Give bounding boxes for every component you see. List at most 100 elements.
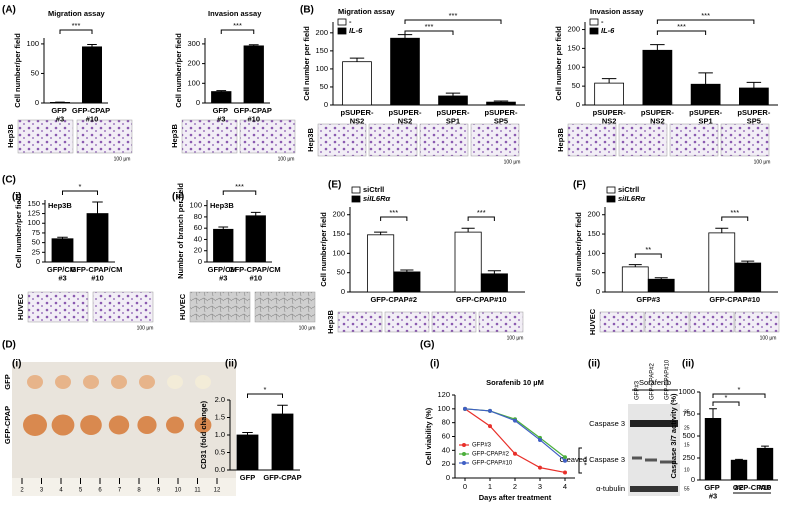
point [488, 408, 492, 413]
bar [642, 49, 673, 106]
y-tick-label: 500 [682, 431, 695, 440]
band-label: α-tubulin [596, 484, 625, 493]
tumor [137, 416, 157, 434]
chart-title: Invasion assay [208, 9, 262, 18]
ruler-label: 8 [137, 488, 141, 494]
y-tick-label: 0 [446, 473, 450, 482]
blot-title: Sorafenib [639, 378, 671, 387]
micrograph [181, 119, 238, 154]
y-tick-label: 300 [187, 39, 200, 48]
bar [390, 37, 420, 106]
micrograph [720, 123, 770, 157]
legend-swatch [337, 18, 347, 26]
ruler-label: 4 [59, 488, 63, 494]
bar [621, 266, 649, 293]
micrograph [644, 311, 690, 333]
mw-marker: 10 [684, 467, 690, 473]
micrograph [384, 311, 430, 333]
panel-label: (D) [2, 340, 16, 351]
y-tick-label: 0.5 [215, 447, 225, 456]
error-bar [493, 100, 509, 103]
tumor-row-label: GFP [3, 374, 12, 389]
y-tick-label: 0 [196, 98, 200, 107]
y-tick-label: 150 [587, 229, 600, 238]
bar [271, 413, 294, 471]
point [463, 406, 467, 411]
y-tick-label: 100 [437, 404, 450, 413]
y-tick-label: 25 [32, 247, 40, 256]
y-tick-label: 100 [27, 218, 40, 227]
significance: *** [701, 11, 710, 20]
micrograph [419, 123, 469, 157]
bar [708, 232, 736, 293]
x-tick-label: 0 [463, 482, 467, 491]
significance: *** [730, 208, 739, 217]
y-tick-label: 100 [26, 39, 39, 48]
cell-line-label: Hep3B [210, 201, 234, 210]
ruler-label: 2 [20, 488, 24, 494]
tumor-row-label: GFP-CPAP [3, 406, 12, 444]
panel-label: (A) [2, 5, 16, 16]
x-tick-label: 4 [563, 482, 567, 491]
bar [730, 459, 748, 481]
ruler-label: 3 [40, 488, 44, 494]
bar [393, 271, 421, 293]
micrograph [254, 291, 316, 323]
panel-label: (i) [430, 359, 439, 370]
y-tick-label: 100 [332, 248, 345, 257]
y-tick-label: 250 [682, 453, 695, 462]
ruler-label: 11 [194, 488, 201, 494]
error-bar [400, 269, 414, 272]
x-tick-label: GFP/CM #3 [47, 265, 78, 282]
scale-bar-label: 100 µm [760, 335, 777, 341]
x-tick-label: GFP-CPAP #10 [72, 106, 112, 123]
panel-label: (E) [328, 180, 341, 191]
tumor [166, 416, 184, 434]
point [513, 451, 517, 456]
ruler-label: 9 [157, 488, 161, 494]
error-bar [461, 227, 475, 233]
error-bar [654, 277, 668, 280]
y-tick-label: 0 [341, 287, 345, 296]
x-tick-label: GFP-CPAP#10 [456, 295, 507, 304]
cell-line-label: Hep3B [326, 310, 335, 334]
x-tick-label: #2 [735, 483, 743, 492]
legend-label: GFP-CPAP#2 [472, 452, 510, 458]
y-tick-label: 1000 [678, 387, 695, 396]
y-axis-label: Caspase 3/7 activity (%) [669, 393, 678, 479]
error-bar [715, 227, 729, 233]
point [488, 424, 492, 429]
y-tick-label: 125 [27, 209, 40, 218]
x-tick-label: GFP-CPAP #10 [234, 106, 274, 123]
bracket [247, 393, 283, 398]
y-axis-label: Cell number/per field [174, 33, 183, 108]
error-bar [248, 44, 259, 46]
lane-label: GFP#3 [635, 380, 641, 400]
y-axis-label: Cell number per field [554, 26, 563, 101]
y-tick-label: 50 [320, 82, 328, 91]
x-tick-label: pSUPER-SP1 [689, 108, 722, 125]
y-tick-label: 60 [442, 431, 450, 440]
y-tick-label: 80 [194, 212, 202, 221]
y-tick-label: 0 [596, 287, 600, 296]
y-tick-label: 50 [32, 238, 40, 247]
x-tick-label: GFP/CM #3 [208, 265, 239, 282]
mw-marker: 15 [684, 442, 690, 448]
panel-label: (i) [12, 192, 21, 203]
error-bar [445, 92, 461, 96]
legend-label: siIL6Rα [363, 194, 391, 203]
bracket [62, 190, 98, 195]
panel-label: (ii) [588, 359, 600, 370]
significance: *** [582, 457, 591, 466]
y-axis-label: Cell number/per field [574, 212, 583, 287]
bar [438, 95, 468, 106]
legend-swatch [589, 27, 599, 35]
significance: *** [477, 208, 486, 217]
panel-label: (C) [2, 175, 16, 186]
micrograph [734, 311, 780, 333]
x-tick-label: GFP-CPAP#2 [370, 295, 417, 304]
y-tick-label: 75 [32, 228, 40, 237]
ruler [12, 478, 236, 496]
y-tick-label: 150 [315, 46, 328, 55]
